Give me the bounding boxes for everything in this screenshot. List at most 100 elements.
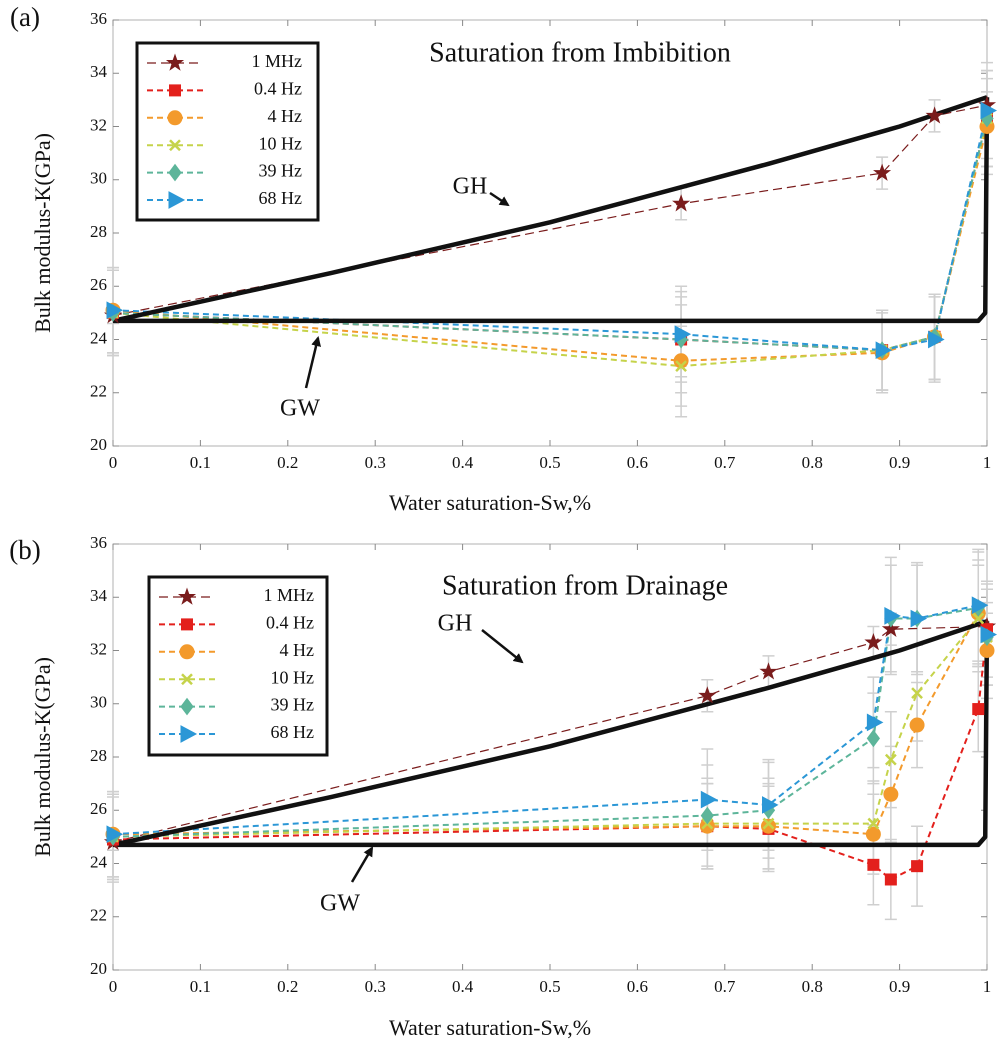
y-tick-label: 32 <box>90 639 107 658</box>
legend-label: 1 MHz <box>264 585 315 605</box>
legend-marker <box>169 84 181 97</box>
legend-marker <box>169 139 181 152</box>
series-line <box>112 616 988 838</box>
x-tick-label: 0.2 <box>277 977 298 996</box>
x-tick-label: 0.4 <box>452 453 474 472</box>
marker <box>865 826 881 842</box>
marker <box>911 860 924 873</box>
marker <box>972 612 985 625</box>
marker <box>884 873 897 886</box>
y-tick-label: 30 <box>90 169 107 188</box>
y-tick-label: 26 <box>90 799 107 818</box>
y-axis-label: Bulk modulus-K(GPa) <box>30 657 55 857</box>
legend-label: 39 Hz <box>259 161 303 181</box>
legend-marker <box>165 53 185 71</box>
annotation-arrow <box>489 191 510 207</box>
y-tick-label: 32 <box>90 115 107 134</box>
legend-marker <box>180 697 194 716</box>
marker <box>972 703 985 716</box>
marker <box>911 687 923 699</box>
series-line <box>112 625 988 843</box>
marker <box>864 632 883 651</box>
y-tick-label: 28 <box>90 746 107 765</box>
marker <box>867 858 880 871</box>
x-tick-label: 0.3 <box>365 977 386 996</box>
x-tick-label: 0.9 <box>889 453 910 472</box>
y-tick-label: 34 <box>90 62 108 81</box>
marker <box>866 713 884 732</box>
legend-label: 0.4 Hz <box>266 613 314 633</box>
series-line <box>112 610 988 836</box>
marker <box>884 607 901 625</box>
annotation: GH <box>453 174 488 200</box>
marker <box>700 806 714 825</box>
x-tick-label: 0.8 <box>802 453 823 472</box>
x-tick-label: 0.5 <box>539 977 560 996</box>
x-tick-label: 0.4 <box>452 977 474 996</box>
chart-title: Saturation from Imbibition <box>429 37 731 68</box>
y-tick-label: 22 <box>90 382 107 401</box>
marker <box>928 330 945 349</box>
legend-marker <box>168 163 182 182</box>
bound-line <box>112 619 988 848</box>
x-tick-label: 0 <box>109 977 118 996</box>
panel: 0 0.1 0.2 0.3 0.4 0.5 0.6 0.7 0.8 0.9 1 20 22 24 26 28 3… <box>10 2 998 515</box>
bound-line <box>112 95 988 324</box>
x-tick-label: 0.8 <box>802 977 823 996</box>
legend-box <box>135 41 320 222</box>
x-axis-label: Water saturation-Sw,% <box>389 490 591 515</box>
marker <box>762 796 779 814</box>
marker <box>762 817 775 830</box>
marker <box>759 662 778 680</box>
marker <box>881 619 900 637</box>
annotation: GW <box>280 396 320 422</box>
marker <box>875 341 893 359</box>
y-axis-label: Bulk modulus-K(GPa) <box>30 133 55 333</box>
marker <box>980 625 998 644</box>
y-tick-label: 26 <box>90 275 107 294</box>
legend-marker <box>167 110 183 126</box>
marker <box>883 786 899 802</box>
legend-label: 39 Hz <box>271 695 315 715</box>
panel: 0 0.1 0.2 0.3 0.4 0.5 0.6 0.7 0.8 0.9 1 20 22 24 26 28 3… <box>9 533 998 1040</box>
marker <box>884 753 897 766</box>
x-tick-label: 0.7 <box>714 977 736 996</box>
legend-box <box>147 575 329 757</box>
bound-line <box>113 97 990 324</box>
y-tick-label: 36 <box>90 533 107 552</box>
y-tick-label: 24 <box>90 328 108 347</box>
marker <box>106 825 124 844</box>
x-tick-label: 1 <box>983 453 992 472</box>
marker <box>873 163 892 181</box>
marker <box>106 301 124 320</box>
y-tick-label: 30 <box>90 693 107 712</box>
annotation: GW <box>320 891 360 917</box>
y-tick-label: 22 <box>90 906 107 925</box>
series-line <box>112 104 988 317</box>
x-tick-label: 0.3 <box>365 453 386 472</box>
x-tick-label: 0 <box>109 453 118 472</box>
legend-marker <box>179 644 195 660</box>
marker <box>866 729 881 748</box>
legend-label: 68 Hz <box>259 188 303 208</box>
legend-marker <box>168 191 186 209</box>
legend-marker <box>177 587 197 605</box>
legend-label: 10 Hz <box>259 133 303 153</box>
marker <box>909 717 925 733</box>
legend-marker <box>180 725 198 743</box>
marker <box>761 818 776 834</box>
x-tick-label: 0.6 <box>627 977 648 996</box>
x-tick-label: 0.7 <box>714 453 736 472</box>
legend-label: 4 Hz <box>280 640 315 660</box>
y-tick-label: 20 <box>90 435 107 454</box>
marker <box>971 596 989 615</box>
x-tick-label: 1 <box>983 977 992 996</box>
series-line <box>112 606 988 838</box>
x-tick-label: 0.1 <box>190 453 211 472</box>
bound-line <box>113 621 990 848</box>
legend-marker <box>181 673 193 686</box>
legend-label: 4 Hz <box>268 106 303 126</box>
annotation-arrow <box>304 336 321 389</box>
y-tick-label: 34 <box>90 586 108 605</box>
